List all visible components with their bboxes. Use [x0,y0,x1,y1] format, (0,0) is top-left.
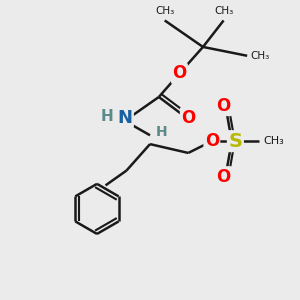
Text: H: H [101,109,114,124]
Text: H: H [156,125,168,139]
Text: O: O [205,132,219,150]
Text: N: N [118,109,133,127]
Text: O: O [217,97,231,115]
Text: CH₃: CH₃ [214,6,233,16]
Text: O: O [217,167,231,185]
Text: S: S [228,132,242,151]
Text: CH₃: CH₃ [155,6,174,16]
Text: CH₃: CH₃ [250,51,269,61]
Text: O: O [181,109,195,127]
Text: CH₃: CH₃ [263,136,284,146]
Text: O: O [172,64,187,82]
